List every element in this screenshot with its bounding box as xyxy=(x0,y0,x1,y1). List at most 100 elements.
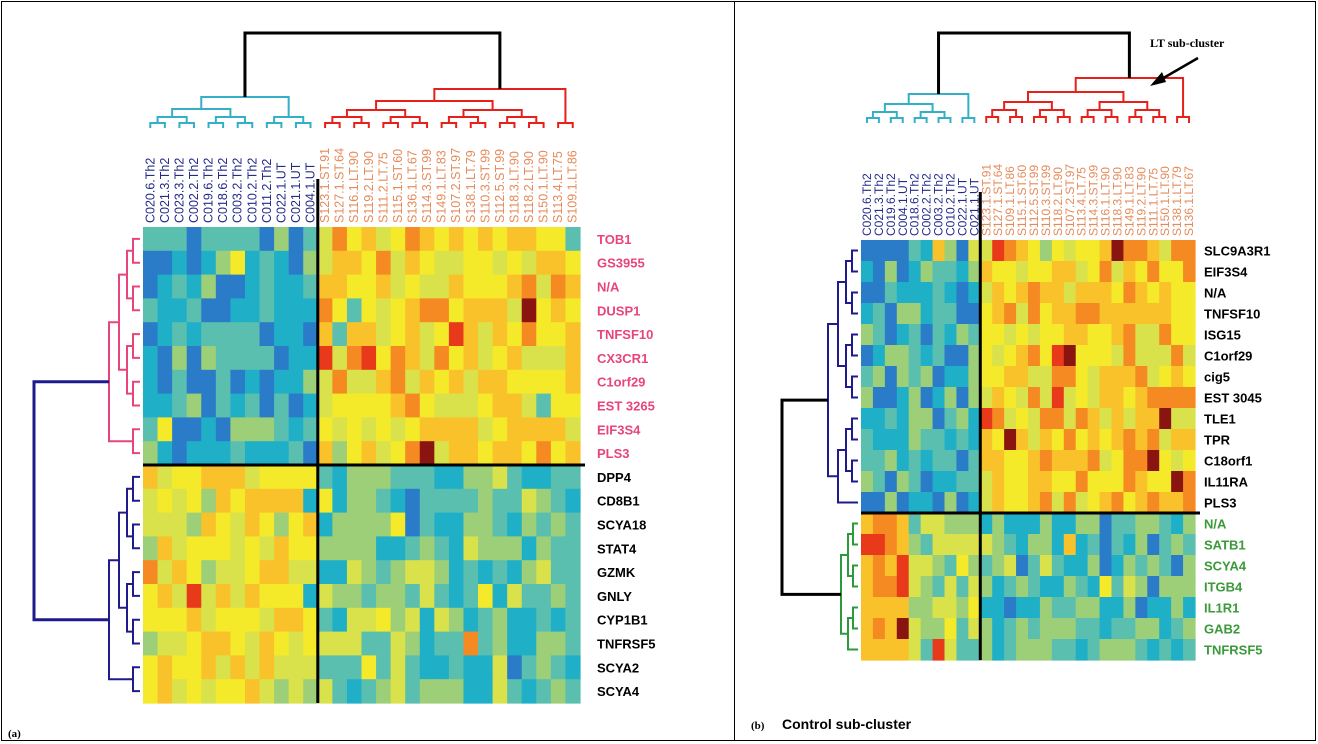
heatmap-cell xyxy=(230,560,246,585)
heatmap-cell xyxy=(1123,450,1136,472)
heatmap-cell xyxy=(968,513,981,535)
heatmap-cell xyxy=(1099,471,1113,493)
heatmap-cell xyxy=(932,429,946,451)
row-label: CYP1B1 xyxy=(597,613,648,628)
heatmap-cell xyxy=(172,274,188,299)
heatmap-cell xyxy=(157,322,173,347)
heatmap-cell xyxy=(1111,429,1125,451)
heatmap-cell xyxy=(143,488,159,514)
heatmap-cell xyxy=(1147,408,1160,430)
heatmap-cell xyxy=(1123,618,1136,640)
heatmap-cell xyxy=(448,465,465,490)
heatmap-cell xyxy=(1051,282,1065,304)
heatmap-cell xyxy=(230,488,246,514)
heatmap-cell xyxy=(536,679,552,704)
heatmap-cell xyxy=(932,597,946,619)
heatmap-cell xyxy=(434,393,450,418)
heatmap-cell xyxy=(186,393,202,418)
heatmap-cell xyxy=(896,450,910,472)
heatmap-cell xyxy=(172,322,188,347)
heatmap-cell xyxy=(992,597,1005,619)
heatmap-cell xyxy=(157,417,173,442)
column-label: S112.5.ST.99 xyxy=(493,149,507,223)
heatmap-cell xyxy=(288,607,304,633)
row-label: N/A xyxy=(1204,517,1227,532)
heatmap-cell xyxy=(259,227,275,252)
heatmap-cell xyxy=(956,597,969,619)
heatmap-cell xyxy=(908,429,922,451)
dendrogram-branch xyxy=(132,380,140,407)
heatmap-cell xyxy=(1147,261,1160,283)
heatmap-cell xyxy=(274,417,290,442)
heatmap-cell xyxy=(1063,555,1077,577)
heatmap-cell xyxy=(980,408,993,430)
heatmap-cell xyxy=(1159,534,1172,556)
heatmap-cell xyxy=(1051,534,1065,556)
heatmap-cell xyxy=(550,227,567,252)
heatmap-cell xyxy=(944,324,958,346)
heatmap-cell xyxy=(1171,324,1184,346)
dendrogram-root xyxy=(243,31,502,97)
heatmap-cell xyxy=(1039,471,1053,493)
dendrogram-branch xyxy=(108,321,133,443)
dendrogram-branch xyxy=(1032,116,1047,123)
heatmap-cell xyxy=(201,393,217,418)
heatmap-cell xyxy=(1123,324,1136,346)
heatmap-cell xyxy=(448,227,465,252)
heatmap-cell xyxy=(1028,303,1041,325)
row-label: PLS3 xyxy=(597,446,630,461)
heatmap-cell xyxy=(230,250,246,276)
heatmap-cell xyxy=(536,322,552,347)
heatmap-cell xyxy=(968,639,981,661)
heatmap-cell xyxy=(980,576,993,598)
heatmap-cell xyxy=(1028,240,1041,262)
heatmap-cell xyxy=(550,250,567,276)
heatmap-cell xyxy=(1075,576,1089,598)
column-label: C021.1.UT xyxy=(967,177,981,236)
heatmap-cell xyxy=(992,492,1005,514)
heatmap-cell xyxy=(274,274,290,299)
dendrogram-branch xyxy=(236,122,254,128)
heatmap-cell xyxy=(884,513,898,535)
heatmap-cell xyxy=(230,441,246,466)
heatmap-cell xyxy=(956,471,969,493)
row-label: TOB1 xyxy=(597,232,631,247)
dendrogram-branch xyxy=(1009,116,1024,123)
heatmap-cell xyxy=(244,274,261,299)
heatmap-cell xyxy=(944,597,958,619)
heatmap-cell xyxy=(419,369,435,395)
heatmap-cell xyxy=(244,393,261,418)
heatmap-cell xyxy=(992,324,1005,346)
heatmap-cell xyxy=(361,417,377,442)
heatmap-cell xyxy=(507,584,523,609)
heatmap-cell xyxy=(244,631,261,656)
heatmap-cell xyxy=(1051,261,1065,283)
heatmap-cell xyxy=(376,488,392,514)
heatmap-cell xyxy=(1087,576,1101,598)
heatmap-cell xyxy=(1099,597,1113,619)
heatmap-cell xyxy=(1183,261,1196,283)
heatmap-cell xyxy=(920,576,934,598)
heatmap-cell xyxy=(274,655,290,680)
heatmap-cell xyxy=(259,584,275,609)
column-label: C019.6.Th2 xyxy=(202,158,216,223)
heatmap-cell xyxy=(143,322,159,347)
heatmap-cell xyxy=(244,584,261,609)
heatmap-cell xyxy=(1135,597,1148,619)
heatmap-cell xyxy=(507,655,523,680)
column-label: S113.4.LT.75 xyxy=(1075,167,1089,236)
heatmap-cell xyxy=(1111,324,1125,346)
heatmap-cell xyxy=(303,488,319,514)
dendrogram-branch xyxy=(528,122,545,128)
heatmap-cell xyxy=(288,560,304,585)
heatmap-cell xyxy=(419,536,435,561)
heatmap-cell xyxy=(884,345,898,367)
heatmap-cell xyxy=(1087,366,1101,388)
heatmap-cell xyxy=(507,631,523,656)
heatmap-cell xyxy=(1183,534,1196,556)
heatmap-cell xyxy=(317,441,333,466)
heatmap-cell xyxy=(448,250,465,276)
heatmap-cell xyxy=(376,250,392,276)
heatmap-cell xyxy=(317,465,333,490)
heatmap-cell xyxy=(1039,534,1053,556)
